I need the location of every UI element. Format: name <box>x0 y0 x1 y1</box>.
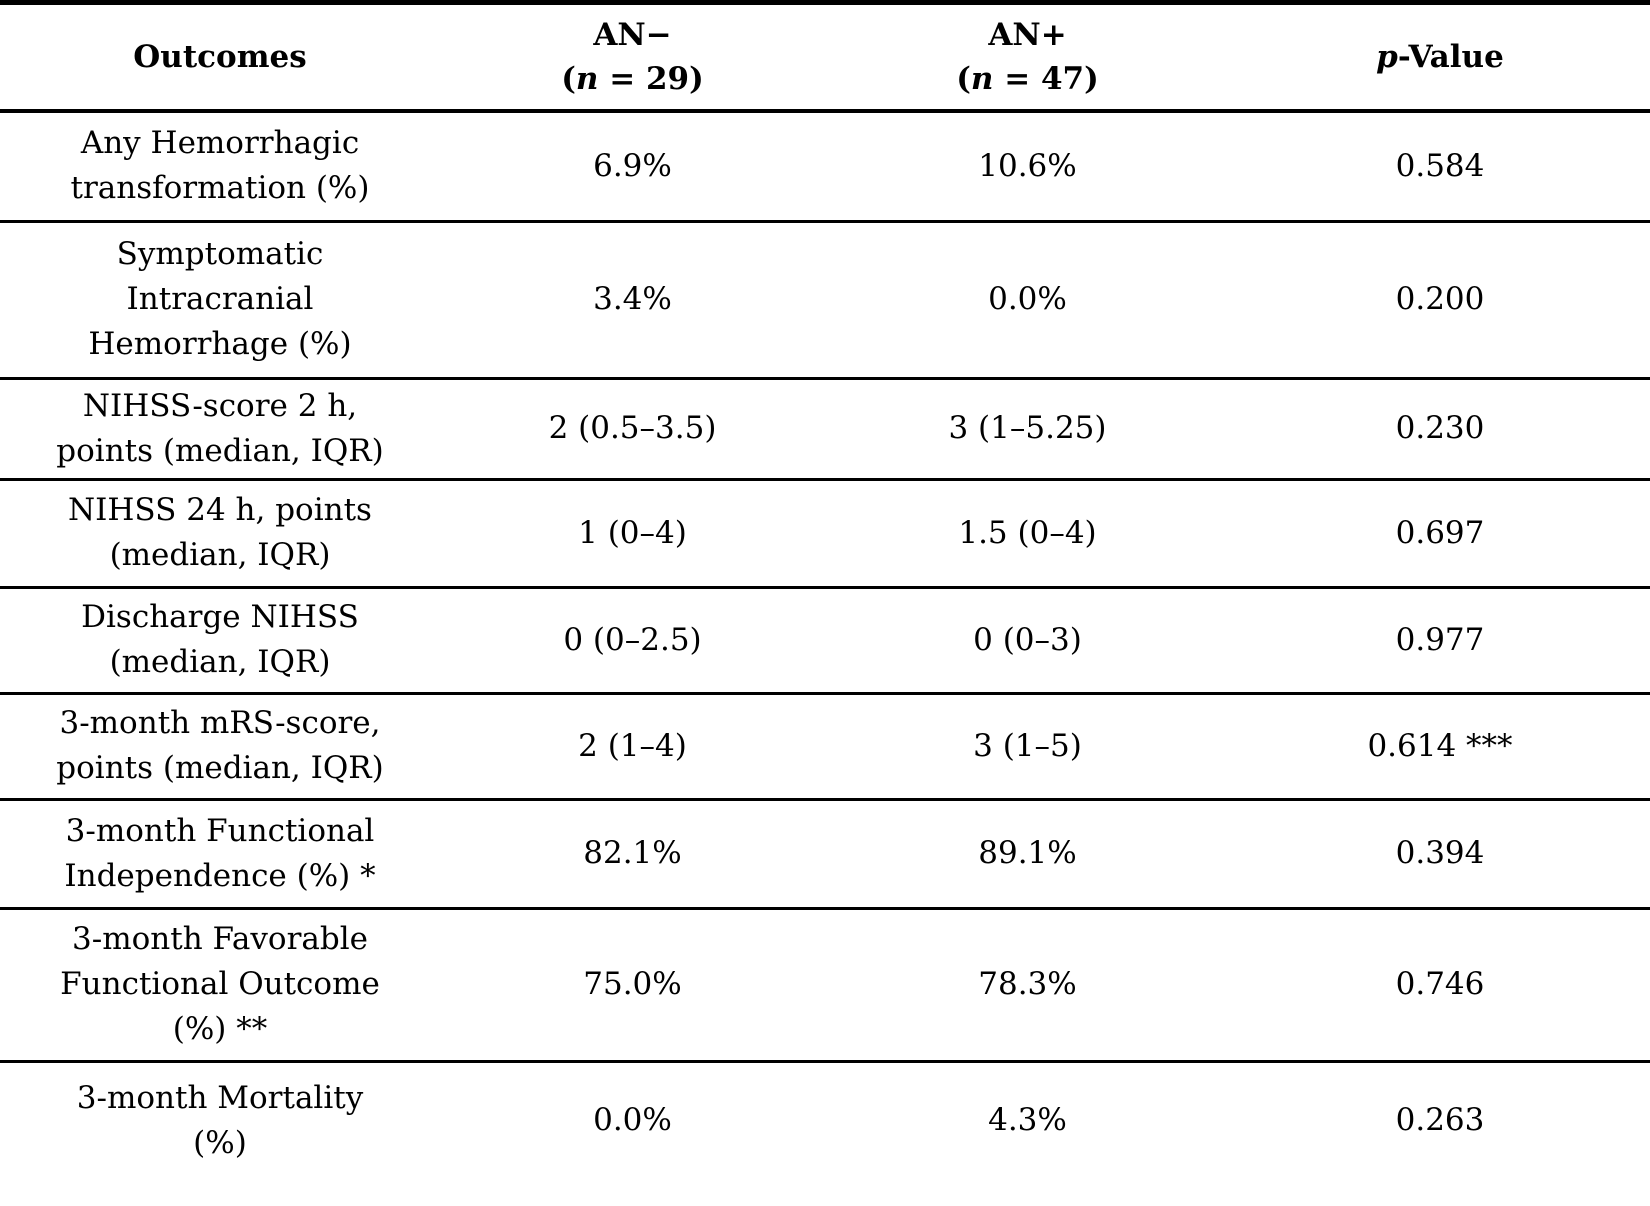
outcome-cell: Symptomatic Intracranial Hemorrhage (%) <box>0 221 440 380</box>
n-symbol: n <box>575 61 599 97</box>
table-row: NIHSS-score 2 h, points (median, IQR) 2 … <box>0 378 1650 481</box>
table-row: 3-month mRS-score, points (median, IQR) … <box>0 693 1650 801</box>
table-row: Any Hemorrhagic transformation (%) 6.9% … <box>0 111 1650 223</box>
an-pos-value: 4.3% <box>988 1102 1067 1139</box>
outcomes-table: Outcomes AN− (n = 29) AN+ (n = 47) p-Val… <box>0 0 1650 1179</box>
an-neg-value: 0.0% <box>593 1102 672 1139</box>
an-neg-value: 0 (0–2.5) <box>440 587 825 695</box>
outcome-cell: 3-month Mortality (%) <box>76 1079 364 1161</box>
an-neg-value: 2 (0.5–3.5) <box>440 378 825 481</box>
p-value-cell: 0.394 <box>1230 799 1650 910</box>
table-row: 3-month Functional Independence (%) * 82… <box>0 799 1650 910</box>
p-value-cell: 0.230 <box>1230 378 1650 481</box>
outcome-cell: NIHSS 24 h, points (median, IQR) <box>0 479 440 589</box>
table-row: 3-month Mortality (%) 0.0% 4.3% 0.263 <box>0 1061 1650 1179</box>
p-value-cell: 0.614 *** <box>1230 693 1650 801</box>
table-row: Symptomatic Intracranial Hemorrhage (%) … <box>0 221 1650 380</box>
an-pos-value: 0 (0–3) <box>825 587 1230 695</box>
col-header-outcomes: Outcomes <box>0 2 440 113</box>
table-row: 3-month Favorable Functional Outcome (%)… <box>0 908 1650 1063</box>
outcome-cell: Discharge NIHSS (median, IQR) <box>0 587 440 695</box>
outcome-cell: NIHSS-score 2 h, points (median, IQR) <box>0 378 440 481</box>
p-value-cell: 0.977 <box>1230 587 1650 695</box>
outcome-cell: Any Hemorrhagic transformation (%) <box>0 111 440 223</box>
an-neg-value: 2 (1–4) <box>440 693 825 801</box>
an-neg-value: 1 (0–4) <box>440 479 825 589</box>
an-neg-sample-size: (n = 29) <box>561 61 704 97</box>
an-pos-value: 78.3% <box>825 908 1230 1063</box>
table-header: Outcomes AN− (n = 29) AN+ (n = 47) p-Val… <box>0 2 1650 113</box>
an-pos-value: 89.1% <box>825 799 1230 910</box>
an-pos-value: 3 (1–5.25) <box>825 378 1230 481</box>
p-value-cell: 0.584 <box>1230 111 1650 223</box>
col-header-p-value: p-Value <box>1230 2 1650 113</box>
p-value-cell: 0.263 <box>1395 1102 1485 1139</box>
outcome-cell: 3-month mRS-score, points (median, IQR) <box>0 693 440 801</box>
outcome-cell: 3-month Functional Independence (%) * <box>0 799 440 910</box>
p-value-header-rest: -Value <box>1397 39 1504 75</box>
an-neg-value: 6.9% <box>440 111 825 223</box>
col-header-an-pos: AN+ (n = 47) <box>825 2 1230 113</box>
an-pos-group-label: AN+ <box>988 17 1067 53</box>
p-value-cell: 0.200 <box>1230 221 1650 380</box>
an-neg-value: 3.4% <box>440 221 825 380</box>
an-pos-value: 10.6% <box>825 111 1230 223</box>
an-neg-group-label: AN− <box>593 17 672 53</box>
an-neg-value: 82.1% <box>440 799 825 910</box>
col-header-an-neg: AN− (n = 29) <box>440 2 825 113</box>
outcome-cell: 3-month Favorable Functional Outcome (%)… <box>0 908 440 1063</box>
an-pos-value: 1.5 (0–4) <box>825 479 1230 589</box>
an-pos-sample-size: (n = 47) <box>956 61 1099 97</box>
an-pos-value: 3 (1–5) <box>825 693 1230 801</box>
an-pos-value: 0.0% <box>825 221 1230 380</box>
an-neg-value: 75.0% <box>440 908 825 1063</box>
p-symbol: p <box>1376 39 1398 75</box>
header-row: Outcomes AN− (n = 29) AN+ (n = 47) p-Val… <box>0 2 1650 113</box>
outcomes-header-label: Outcomes <box>133 39 307 75</box>
p-value-cell: 0.746 <box>1230 908 1650 1063</box>
n-symbol: n <box>970 61 994 97</box>
table-body: Any Hemorrhagic transformation (%) 6.9% … <box>0 111 1650 1179</box>
p-value-cell: 0.697 <box>1230 479 1650 589</box>
table-row: Discharge NIHSS (median, IQR) 0 (0–2.5) … <box>0 587 1650 695</box>
table-row: NIHSS 24 h, points (median, IQR) 1 (0–4)… <box>0 479 1650 589</box>
